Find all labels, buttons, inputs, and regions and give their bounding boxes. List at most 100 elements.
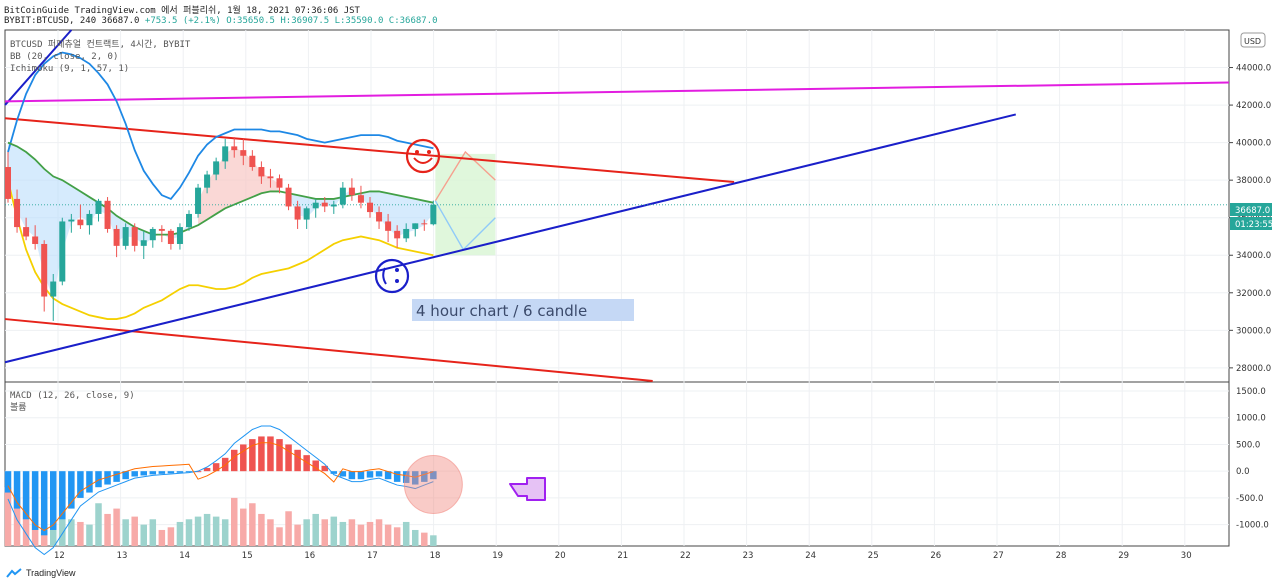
forecast-box — [434, 150, 496, 256]
candle-body — [357, 195, 364, 203]
macd-histogram-bar — [203, 467, 211, 472]
volume-bar — [384, 524, 392, 546]
macd-histogram-bar — [13, 471, 21, 509]
candle-body — [421, 223, 428, 225]
macd-histogram-bar — [185, 471, 193, 473]
price-tick-label: 28000.0 — [1236, 364, 1271, 374]
volume-bar — [375, 519, 383, 546]
macd-histogram-bar — [231, 449, 238, 472]
macd-histogram-bar — [86, 471, 93, 493]
macd-histogram-bar — [294, 449, 301, 472]
currency-badge[interactable] — [1240, 32, 1266, 48]
candle-body — [104, 200, 111, 229]
price-tick-label: 34000.0 — [1236, 251, 1271, 261]
macd-line — [7, 425, 434, 556]
macd-tick-label: 1500.0 — [1236, 387, 1266, 397]
candle-body — [285, 187, 292, 207]
chart-canvas[interactable]: 28000.030000.032000.034000.036000.038000… — [0, 0, 1280, 568]
macd-histogram-bar — [77, 471, 84, 498]
red-upper-line — [4, 117, 735, 184]
macd-histogram-bar — [339, 471, 347, 477]
volume-bar — [185, 519, 193, 546]
candle-body — [140, 240, 147, 246]
candle-body — [68, 219, 75, 222]
price-change: +753.5 (+2.1%) — [144, 16, 221, 26]
time-tick-label: 17 — [367, 551, 378, 561]
candle-body — [95, 200, 102, 214]
candle-body — [167, 230, 174, 244]
candle-body — [59, 221, 66, 282]
macd-histogram-bar — [312, 460, 319, 472]
volume-bar — [122, 519, 129, 546]
sad-face-icon — [374, 258, 410, 294]
chart-header-ohlc: BYBIT:BTCUSD, 240 36687.0 +753.5 (+2.1%)… — [4, 16, 438, 26]
indicator-ichimoku: Ichimoku (9, 1, 57, 1) — [10, 64, 129, 74]
volume-bar — [140, 524, 147, 546]
macd-histogram-bar — [366, 471, 374, 478]
price-tick-label: 30000.0 — [1236, 326, 1271, 336]
candle-body — [367, 202, 373, 213]
price-tick-label: 38000.0 — [1236, 176, 1271, 186]
price-tick-label: 44000.0 — [1236, 64, 1271, 74]
macd-highlight-circle — [403, 455, 463, 515]
smiley-icon — [405, 138, 441, 174]
volume-bar — [149, 519, 157, 546]
price-tag-label: 36687.0 — [1235, 206, 1270, 216]
candle-body — [376, 212, 383, 222]
macd-histogram-bar — [240, 444, 247, 472]
volume-bar — [221, 519, 229, 546]
macd-histogram-bar — [113, 471, 120, 482]
macd-histogram-bar — [4, 471, 12, 493]
time-tick-label: 20 — [555, 551, 566, 561]
macd-histogram-bar — [402, 471, 410, 483]
volume-bar — [194, 516, 202, 546]
volume-bar — [421, 532, 428, 546]
macd-histogram-bar — [430, 471, 437, 480]
time-tick-label: 14 — [179, 551, 190, 561]
trendlines — [4, 29, 1230, 382]
volume-bar — [339, 521, 347, 546]
red-lower-line — [4, 318, 653, 382]
bb-lower-line — [7, 179, 434, 320]
candle-body — [385, 221, 392, 231]
candle-body — [86, 213, 93, 226]
candle-body — [176, 227, 183, 244]
volume-bar — [276, 527, 283, 546]
ohlc-low: L:35590.0 — [334, 16, 384, 26]
volume-bar — [402, 521, 410, 546]
volume-bar — [203, 513, 211, 546]
candle-body — [267, 176, 274, 179]
candle-body — [131, 227, 138, 246]
candle-body — [231, 146, 238, 151]
volume-bar — [77, 521, 84, 546]
macd-histogram-bar — [375, 471, 383, 477]
volume-bar — [312, 513, 319, 546]
candle-body — [195, 187, 202, 214]
annotations — [374, 138, 546, 501]
volume-bar — [131, 516, 138, 546]
symbol-label: BYBIT:BTCUSD, 240 — [4, 16, 97, 26]
volume-bar — [348, 519, 356, 546]
time-tick-label: 26 — [930, 551, 941, 561]
candle-body — [23, 227, 30, 237]
timer-tag — [1230, 217, 1272, 230]
volume-bar — [167, 527, 175, 546]
time-tick-label: 27 — [993, 551, 1004, 561]
time-tick-label: 25 — [868, 551, 879, 561]
volume-bar — [285, 511, 292, 546]
macd-histogram-bar — [321, 465, 328, 472]
macd-histogram-bar — [31, 471, 39, 530]
candles — [5, 136, 1229, 321]
candle-body — [258, 167, 265, 177]
price-tick-label: 32000.0 — [1236, 289, 1271, 299]
volume-bar — [294, 524, 301, 546]
macd-histogram-bar — [167, 471, 175, 474]
cloud-blue — [8, 142, 189, 298]
candle-body — [14, 198, 21, 228]
candle-body — [403, 228, 410, 239]
macd-histogram-bar — [348, 471, 356, 480]
macd-histogram-bar — [303, 455, 310, 472]
volume-bar — [13, 497, 21, 546]
cloud-red — [198, 147, 280, 226]
macd-histogram-bar — [131, 471, 138, 477]
